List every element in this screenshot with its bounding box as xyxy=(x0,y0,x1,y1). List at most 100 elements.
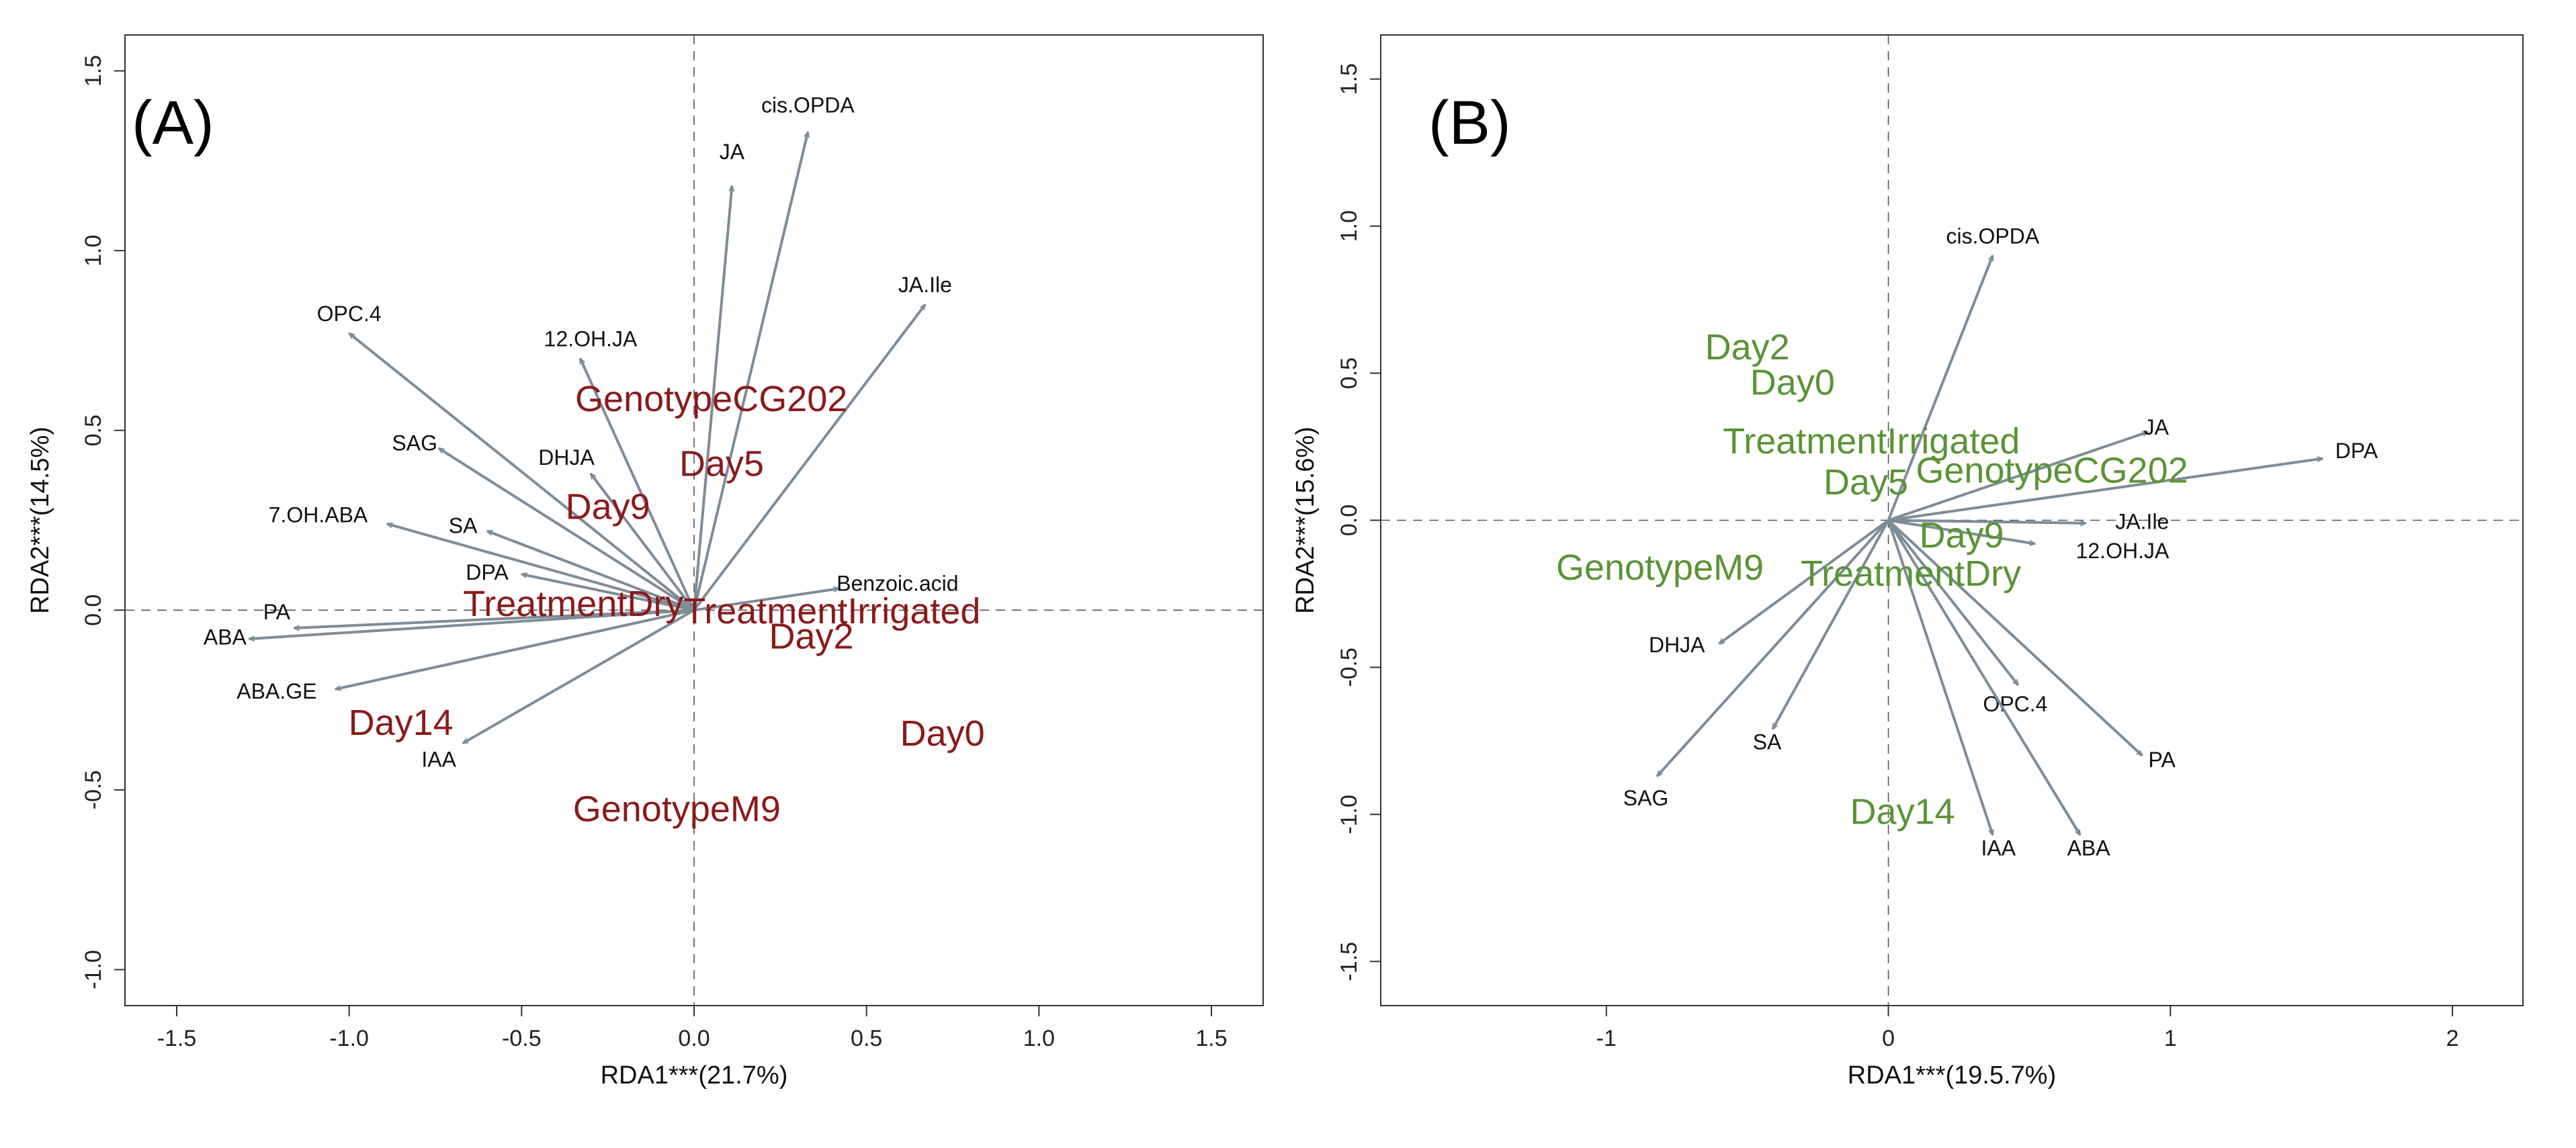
x-tick-label: -1.5 xyxy=(157,1026,197,1051)
centroid-label: TreatmentIrrigated xyxy=(1723,421,2020,461)
loading-arrow xyxy=(1887,519,1994,836)
y-tick-label: 1.5 xyxy=(81,55,106,87)
loading-arrow xyxy=(521,574,695,612)
arrow-label: IAA xyxy=(421,748,456,772)
loading-arrow xyxy=(1887,431,2148,522)
loading-arrow xyxy=(693,132,808,611)
x-tick-label: 0.0 xyxy=(678,1026,710,1051)
centroid-label: GenotypeM9 xyxy=(1556,547,1764,588)
loading-arrow xyxy=(1657,519,1890,777)
arrow-label: PA xyxy=(263,600,291,624)
y-tick-label: 0.5 xyxy=(1336,357,1362,389)
arrow-label: ABA xyxy=(204,625,247,650)
arrow-label: ABA xyxy=(2067,836,2111,860)
arrow-label: 12.OH.JA xyxy=(2076,539,2170,563)
loading-arrow xyxy=(1888,519,2086,523)
y-tick-label: 0.5 xyxy=(81,414,106,446)
x-axis-title: RDA1***(21.7%) xyxy=(601,1061,788,1090)
arrow-label: Benzoic.acid xyxy=(836,571,958,595)
x-axis-title: RDA1***(19.5.7%) xyxy=(1848,1061,2056,1090)
loading-arrow xyxy=(349,333,695,611)
y-axis-title: RDA2***(14.5%) xyxy=(26,427,54,614)
x-tick-label: 1.5 xyxy=(1195,1026,1227,1051)
y-tick-label: -1.0 xyxy=(1336,795,1362,834)
arrow-label: SAG xyxy=(1623,786,1669,810)
y-tick-label: -1.5 xyxy=(1336,942,1362,981)
x-tick-label: -1.0 xyxy=(329,1026,369,1051)
arrow-label: JA.Ile xyxy=(898,273,952,297)
y-tick-label: -0.5 xyxy=(81,770,106,810)
centroid-label: TreatmentDry xyxy=(463,584,683,624)
arrow-label: ABA.GE xyxy=(237,679,316,703)
y-tick-label: 0.0 xyxy=(1336,504,1362,536)
arrow-label: IAA xyxy=(1981,836,2016,860)
x-tick-label: -0.5 xyxy=(502,1026,542,1051)
loading-arrow xyxy=(693,304,925,611)
centroid-label: GenotypeCG202 xyxy=(575,379,847,419)
loading-arrow xyxy=(463,609,695,745)
centroid-label: Day14 xyxy=(349,703,454,743)
arrow-label: 7.OH.ABA xyxy=(269,503,368,527)
arrow-label: DPA xyxy=(2335,439,2378,463)
x-tick-label: 2 xyxy=(2446,1026,2459,1051)
loading-arrow xyxy=(1888,459,2323,522)
x-tick-label: 1 xyxy=(2164,1026,2177,1051)
y-tick-label: -0.5 xyxy=(1336,648,1362,687)
y-tick-label: 0.0 xyxy=(81,594,106,626)
centroid-label: GenotypeM9 xyxy=(573,789,781,829)
x-tick-label: 1.0 xyxy=(1023,1026,1055,1051)
arrow-label: OPC.4 xyxy=(1983,692,2047,716)
centroid-label: Day5 xyxy=(679,443,764,484)
arrow-label: DHJA xyxy=(538,445,595,470)
loading-arrow xyxy=(1887,519,2081,836)
loading-arrow xyxy=(439,447,695,611)
arrow-label: cis.OPDA xyxy=(1946,224,2040,249)
y-tick-label: 1.5 xyxy=(1336,63,1362,95)
y-tick-label: 1.0 xyxy=(81,234,106,266)
centroid-label: Day2 xyxy=(1705,327,1790,367)
loading-arrow xyxy=(335,609,695,689)
x-tick-label: 0 xyxy=(1882,1026,1895,1051)
y-axis-title: RDA2***(15.6%) xyxy=(1291,427,1320,614)
centroid-label: TreatmentIrrigated xyxy=(683,591,980,631)
arrow-label: OPC.4 xyxy=(317,302,382,326)
loading-arrow xyxy=(1719,519,1889,644)
y-tick-label: 1.0 xyxy=(1336,210,1362,242)
arrow-label: SA xyxy=(1753,730,1782,754)
loading-arrow xyxy=(249,609,695,639)
centroid-label: Day0 xyxy=(1750,362,1835,402)
loading-arrow xyxy=(1771,519,1890,730)
x-tick-label: 0.5 xyxy=(851,1026,882,1051)
arrow-label: cis.OPDA xyxy=(761,93,855,117)
loading-arrow xyxy=(1887,255,1994,521)
arrow-label: DHJA xyxy=(1649,633,1705,657)
arrow-label: JA.Ile xyxy=(2115,509,2169,533)
arrow-label: SAG xyxy=(392,431,437,455)
arrow-label: PA xyxy=(2149,748,2176,772)
y-tick-label: -1.0 xyxy=(81,950,106,989)
loading-arrow xyxy=(693,186,732,611)
centroid-label: GenotypeCG202 xyxy=(1916,451,2188,491)
panel-b: -1 0 1 2 -1.5 -1.0 -0.5 0.0 0.5 1.0 1.5 RDA1***(19.… xyxy=(1291,34,2524,1090)
x-tick-label: -1 xyxy=(1596,1026,1617,1051)
centroid-label: Day0 xyxy=(900,713,985,754)
loading-arrow xyxy=(693,588,839,612)
panel-a: -1.5 -1.0 -0.5 0.0 0.5 1.0 1.5 -1.0 -0.5 0.0 0.5 1.… xyxy=(26,34,1264,1090)
loading-arrow xyxy=(591,474,695,611)
loading-arrow xyxy=(487,529,695,612)
centroid-label: TreatmentDry xyxy=(1801,554,2021,594)
loading-arrow xyxy=(1888,519,2035,544)
arrow-label: JA xyxy=(720,140,745,164)
loading-arrow xyxy=(1887,519,2143,756)
centroid-label: Day14 xyxy=(1850,792,1955,832)
panel-label: (A) xyxy=(132,89,214,157)
centroid-label: Day9 xyxy=(1920,515,2004,556)
centroid-label: Day9 xyxy=(566,487,650,527)
centroid-label: Day2 xyxy=(769,616,854,656)
arrow-label: DPA xyxy=(466,560,509,584)
loading-arrow xyxy=(387,524,695,612)
panel-label: (B) xyxy=(1428,89,1511,157)
arrow-label: JA xyxy=(2144,415,2170,439)
loading-arrow xyxy=(1887,519,2018,685)
